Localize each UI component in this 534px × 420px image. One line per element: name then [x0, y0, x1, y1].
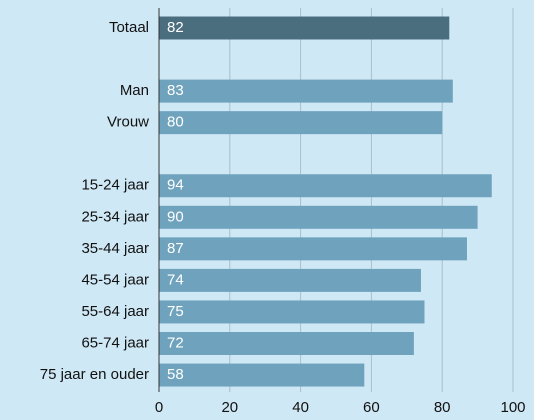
y-tick-label: 15-24 jaar: [81, 177, 149, 194]
y-tick-label: 55-64 jaar: [81, 303, 149, 320]
bar: [159, 111, 443, 135]
value-label: 90: [167, 208, 184, 225]
value-label: 74: [167, 271, 184, 288]
y-tick-label: Man: [120, 82, 149, 99]
y-tick-label: 35-44 jaar: [81, 240, 149, 257]
bar: [159, 205, 478, 229]
bar: [159, 237, 467, 261]
x-tick-label: 100: [500, 399, 525, 416]
bar: [159, 363, 365, 387]
value-label: 94: [167, 177, 184, 194]
y-tick-label: 75 jaar en ouder: [40, 366, 149, 383]
value-label: 87: [167, 240, 184, 257]
bar: [159, 300, 425, 324]
x-tick-label: 0: [155, 399, 163, 416]
y-tick-label: 65-74 jaar: [81, 334, 149, 351]
x-tick-label: 40: [292, 399, 309, 416]
bar: [159, 332, 414, 355]
bar: [159, 79, 453, 103]
bar: [159, 16, 450, 40]
value-label: 75: [167, 303, 184, 320]
value-label: 83: [167, 82, 184, 99]
x-tick-label: 80: [434, 399, 451, 416]
value-label: 80: [167, 114, 184, 131]
y-tick-label: Vrouw: [107, 114, 149, 131]
y-tick-label: 45-54 jaar: [81, 271, 149, 288]
x-tick-label: 60: [363, 399, 380, 416]
value-label: 58: [167, 366, 184, 383]
y-tick-label: Totaal: [109, 19, 149, 36]
x-tick-label: 20: [221, 399, 238, 416]
bar: [159, 268, 421, 292]
value-label: 82: [167, 19, 184, 36]
value-label: 72: [167, 334, 184, 351]
y-tick-label: 25-34 jaar: [81, 208, 149, 225]
bar: [159, 174, 492, 198]
